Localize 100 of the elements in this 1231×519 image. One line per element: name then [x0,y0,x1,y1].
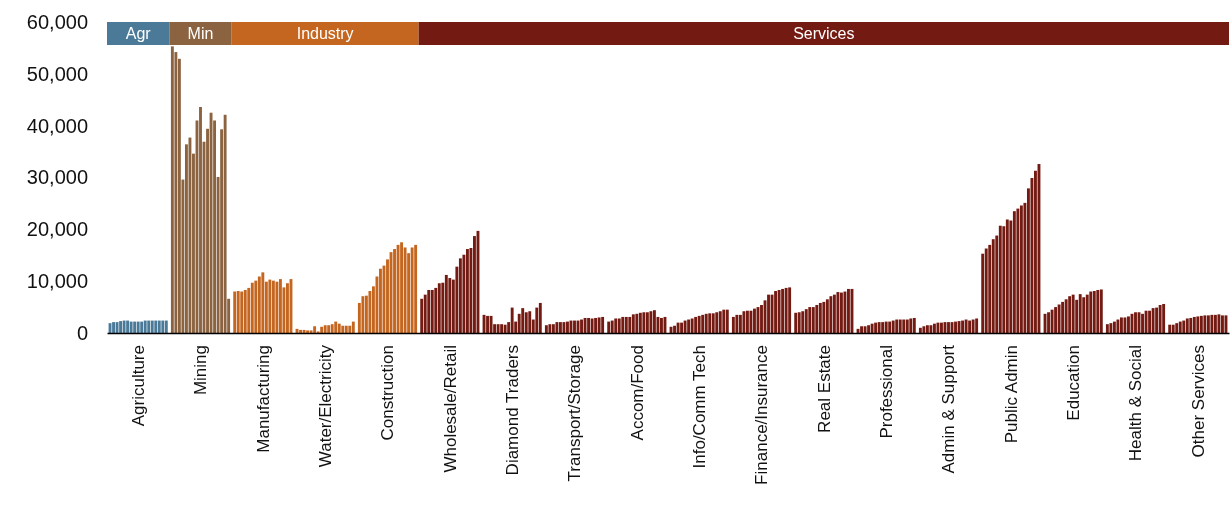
bar [832,294,836,333]
bar [631,314,635,333]
bar [129,321,133,333]
bar [984,248,988,333]
bar [302,329,306,333]
bar [843,291,847,333]
bar [1162,303,1166,333]
bar [548,324,552,333]
bar [233,291,237,333]
bar [808,307,812,333]
bar [423,294,427,333]
bar [929,325,933,333]
bar [836,292,840,333]
bar [1047,312,1050,333]
x-tick-label: Manufacturing [253,345,273,453]
bar [891,320,895,333]
bar [947,322,950,333]
bar [738,314,742,333]
bar [337,323,341,333]
bar [804,309,808,333]
bar [1005,219,1009,333]
bar [119,321,123,333]
bar [968,320,972,333]
bar [348,325,352,333]
bar [884,321,888,333]
bar [788,287,792,333]
bar [243,289,247,333]
bar [1175,323,1179,333]
bar [199,107,202,333]
bar [745,310,749,333]
x-tick-label: Admin & Support [939,344,959,474]
x-tick-label: Other Services [1188,345,1208,458]
bar [673,325,676,333]
bar [722,309,726,333]
x-tick-label: Diamond Traders [503,345,523,476]
bar [524,312,528,333]
bar [902,319,906,333]
bar [1061,301,1065,333]
bar [694,316,698,333]
bar [1134,312,1137,333]
bar [351,321,355,333]
bar [731,316,735,333]
bar [341,325,345,333]
bar [150,320,154,333]
bar [538,302,542,333]
bar [971,319,975,333]
bar [161,320,165,333]
bar [860,326,863,333]
bar [551,324,555,333]
bar [753,308,756,333]
bar [489,315,493,333]
bar [1213,314,1217,333]
bar [954,321,957,333]
bar [975,318,979,333]
bar [767,294,770,333]
bar [1151,308,1155,333]
bar [133,321,137,333]
bar [621,316,625,333]
bar [1078,294,1082,333]
bar [895,319,899,333]
y-tick-label: 50,000 [26,62,88,85]
bar [414,244,418,333]
bar [1206,315,1210,333]
bar [624,316,628,333]
bar [635,313,639,333]
bar [1189,317,1193,333]
bar [1196,316,1200,333]
bar [888,321,892,333]
bar [912,317,916,333]
bar [126,320,130,333]
bar [254,280,258,333]
y-tick-label: 10,000 [26,270,88,293]
bar [1217,314,1221,333]
bar [112,322,115,333]
bar [573,320,576,333]
bar [617,318,621,333]
bar [870,323,874,333]
bar [444,274,448,333]
bar [991,239,995,333]
bar [257,276,261,333]
bar [1199,315,1203,333]
bar [170,46,174,333]
bar [1089,291,1093,333]
bar [320,326,324,333]
bar [680,322,684,333]
bar [610,320,614,333]
bar [638,312,642,333]
bar [1071,294,1075,333]
bar [822,301,826,333]
bar [271,280,275,333]
x-tick-label: Info/Comm Tech [690,345,710,469]
bar [306,330,310,333]
x-tick-label: Wholesale/Retail [440,345,460,473]
x-tick-label: Public Admin [1001,345,1021,444]
bar [1012,211,1016,333]
bar [379,268,382,333]
bar [154,320,158,333]
bar [544,325,548,333]
bar [247,287,251,333]
bar [940,322,943,333]
